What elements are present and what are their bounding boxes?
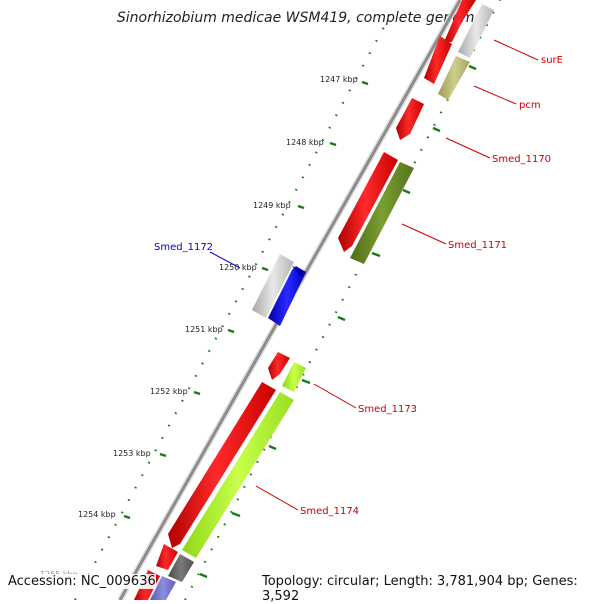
gene-label-Smed_1173[interactable]: Smed_1173 [358, 404, 417, 415]
gene-label-pcm[interactable]: pcm [519, 100, 541, 111]
scale-label-1248: 1248 kbp [286, 138, 324, 147]
gene-feature-red-long[interactable] [338, 152, 398, 252]
gene-label-Smed_1174[interactable]: Smed_1174 [300, 506, 359, 517]
genome-summary-text: Topology: circular; Length: 3,781,904 bp… [262, 574, 600, 604]
scale-ring-inner [184, 0, 501, 600]
gene-label-surE[interactable]: surE [541, 55, 563, 66]
gene-feature-Smed_1171[interactable] [350, 162, 414, 264]
gene-feature-pcm[interactable] [438, 56, 470, 100]
gene-feature-red-small[interactable] [268, 352, 290, 380]
scale-label-1250: 1250 kbp [219, 263, 257, 272]
scale-label-1252: 1252 kbp [150, 387, 188, 396]
genome-title: Sinorhizobium medicae WSM419, complete g… [116, 10, 484, 26]
outer-major-ticks [123, 80, 369, 520]
gene-feature-dark-bottom[interactable] [168, 554, 194, 582]
scale-label-1254: 1254 kbp [78, 510, 116, 519]
gene-feature-red-1174[interactable] [168, 382, 276, 548]
major-ticks [199, 64, 477, 579]
gene-feature-Smed_1172-gray[interactable] [252, 254, 294, 318]
scale-label-1249: 1249 kbp [253, 201, 291, 210]
gene-label-Smed_1172[interactable]: Smed_1172 [154, 242, 213, 253]
scale-label-1251: 1251 kbp [185, 325, 223, 334]
gene-feature-Smed_1174[interactable] [182, 392, 294, 558]
scale-label-1247: 1247 kbp [320, 75, 358, 84]
gene-feature-surE[interactable] [424, 0, 476, 84]
accession-text: Accession: NC_009636 [8, 574, 156, 589]
gene-feature-gray-top[interactable] [458, 4, 494, 58]
gene-label-Smed_1170[interactable]: Smed_1170 [492, 154, 551, 165]
gene-feature-slate-bottom[interactable] [150, 576, 176, 600]
gene-feature-Smed_1173[interactable] [282, 362, 306, 392]
scale-label-1253: 1253 kbp [113, 449, 151, 458]
gene-label-Smed_1171[interactable]: Smed_1171 [448, 240, 507, 251]
label-leaders [209, 39, 539, 511]
gene-feature-Smed_1172[interactable] [268, 266, 306, 326]
gene-feature-Smed_1170[interactable] [396, 98, 424, 140]
